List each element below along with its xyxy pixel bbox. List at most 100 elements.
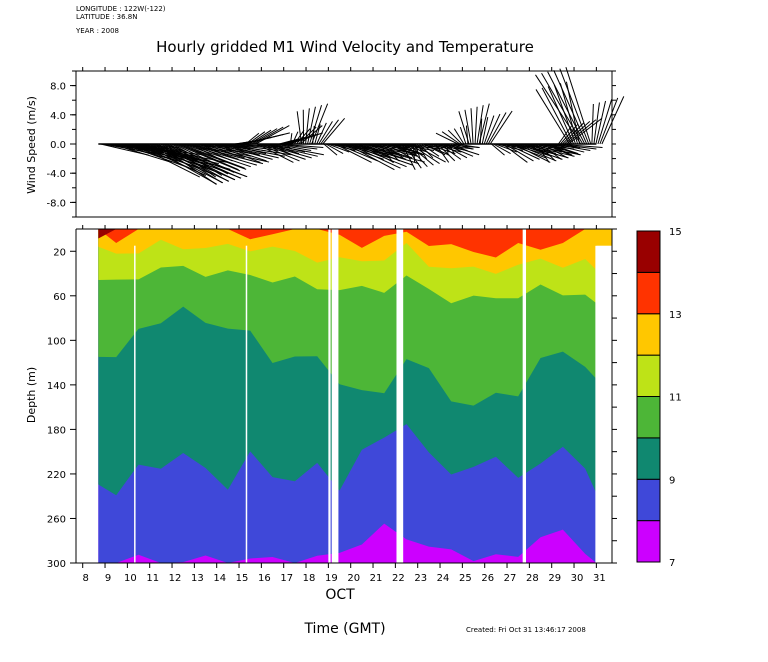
chart-title: Hourly gridded M1 Wind Velocity and Temp… — [156, 38, 534, 56]
wind-stick — [470, 108, 474, 145]
wind-stick — [379, 143, 394, 163]
wind-stick — [591, 104, 594, 145]
colorbar-swatch — [636, 313, 661, 356]
wind-stick — [454, 143, 473, 150]
wind-stick — [214, 143, 267, 162]
wind-stick — [450, 143, 461, 153]
wind-stick — [178, 143, 239, 171]
time-axis-label: Time (GMT) — [303, 621, 385, 637]
wind-stick — [553, 70, 588, 145]
wind-stick — [562, 122, 585, 145]
wind-stick — [495, 143, 517, 153]
wind-stick — [394, 143, 429, 153]
wind-stick — [445, 143, 480, 156]
wind-stick — [352, 143, 413, 166]
depth-ytick-label: 180 — [47, 425, 66, 436]
depth-xtick-label: 16 — [258, 573, 271, 584]
wind-stick — [327, 143, 350, 153]
data-gap — [328, 229, 331, 563]
wind-stick — [401, 143, 416, 170]
wind-stick — [416, 143, 428, 160]
depth-xtick-label: 15 — [236, 573, 249, 584]
wind-stick — [320, 119, 339, 145]
wind-stick — [459, 126, 467, 145]
wind-stick — [535, 89, 570, 145]
wind-stick — [479, 118, 483, 145]
colorbar-labels: 15 13 11 9 7 — [669, 227, 682, 569]
wind-stick — [383, 143, 406, 160]
depth-xtick-label: 19 — [325, 573, 338, 584]
wind-ytick-label: 4.0 — [50, 111, 66, 122]
wind-stick — [489, 110, 513, 145]
data-gap — [331, 229, 339, 563]
wind-stick — [223, 143, 261, 156]
depth-ytick-label: 60 — [53, 292, 66, 303]
wind-stick — [314, 124, 321, 145]
wind-stick — [175, 143, 241, 172]
depth-fill — [98, 229, 597, 563]
colorbar-swatch — [636, 354, 661, 397]
wind-stick — [361, 143, 407, 160]
wind-stick — [535, 143, 550, 163]
wind-ytick-label: -4.0 — [46, 169, 66, 180]
wind-stick — [350, 143, 407, 168]
depth-xtick-label: 17 — [280, 573, 293, 584]
depth-xtick-label: 10 — [124, 573, 137, 584]
colorbar-label: 11 — [669, 393, 682, 404]
depth-panel: Depth (m) 20 60 100 140 180 220 260 300 8 9 10 11 1… — [25, 225, 617, 637]
wind-stick — [312, 125, 315, 145]
wind-frame — [75, 70, 613, 218]
wind-stick — [385, 143, 412, 159]
wind-stick — [515, 143, 557, 162]
wind-stick — [363, 143, 413, 159]
wind-stick — [424, 143, 450, 156]
wind-stick — [305, 108, 310, 145]
wind-stick — [195, 143, 245, 159]
temp-band-surface-end — [595, 229, 612, 246]
wind-stick — [547, 71, 586, 145]
wind-stick — [135, 143, 207, 176]
wind-stick — [345, 143, 395, 171]
depth-xtick-label: 18 — [303, 573, 316, 584]
wind-stick — [251, 128, 278, 145]
wind-stick — [435, 132, 459, 145]
wind-stick — [476, 105, 484, 145]
wind-stick — [524, 143, 550, 156]
wind-stick — [474, 106, 478, 145]
depth-xticks: 8 9 10 11 12 13 14 15 16 17 18 19 20 21 22 23 24 25 26 27 28… — [82, 225, 606, 584]
wind-stick — [262, 143, 312, 159]
wind-stick — [407, 143, 434, 166]
wind-xticks — [82, 67, 597, 71]
wind-stick — [487, 112, 507, 145]
depth-ylabel: Depth (m) — [25, 367, 38, 423]
data-gap — [522, 229, 527, 563]
depth-xtick-label: 13 — [191, 573, 204, 584]
depth-xtick-label: 26 — [481, 573, 494, 584]
wind-stick — [336, 143, 378, 162]
wind-stick — [381, 143, 400, 162]
depth-xtick-label: 29 — [548, 573, 561, 584]
data-gap — [396, 229, 404, 563]
wind-stick — [506, 143, 540, 160]
wind-stick — [441, 143, 468, 159]
colorbar-label: 13 — [669, 310, 682, 321]
wind-stick — [549, 143, 579, 155]
depth-xtick-label: 20 — [347, 573, 360, 584]
colorbar — [636, 230, 661, 563]
temp-band-13-14 — [98, 229, 597, 258]
wind-ytick-label: 0.0 — [50, 140, 66, 151]
wind-stick — [191, 143, 233, 162]
wind-stick — [535, 74, 582, 145]
wind-stick — [316, 122, 327, 145]
wind-stick — [318, 121, 333, 145]
colorbar-label: 15 — [669, 227, 682, 238]
wind-stick — [180, 143, 245, 169]
colorbar-label: 9 — [669, 475, 675, 486]
wind-stick — [156, 143, 217, 185]
wind-stick — [539, 143, 562, 160]
wind-stick — [547, 143, 573, 156]
data-gap — [595, 245, 612, 563]
depth-xtick-label: 8 — [83, 573, 89, 584]
wind-stick — [357, 143, 395, 163]
